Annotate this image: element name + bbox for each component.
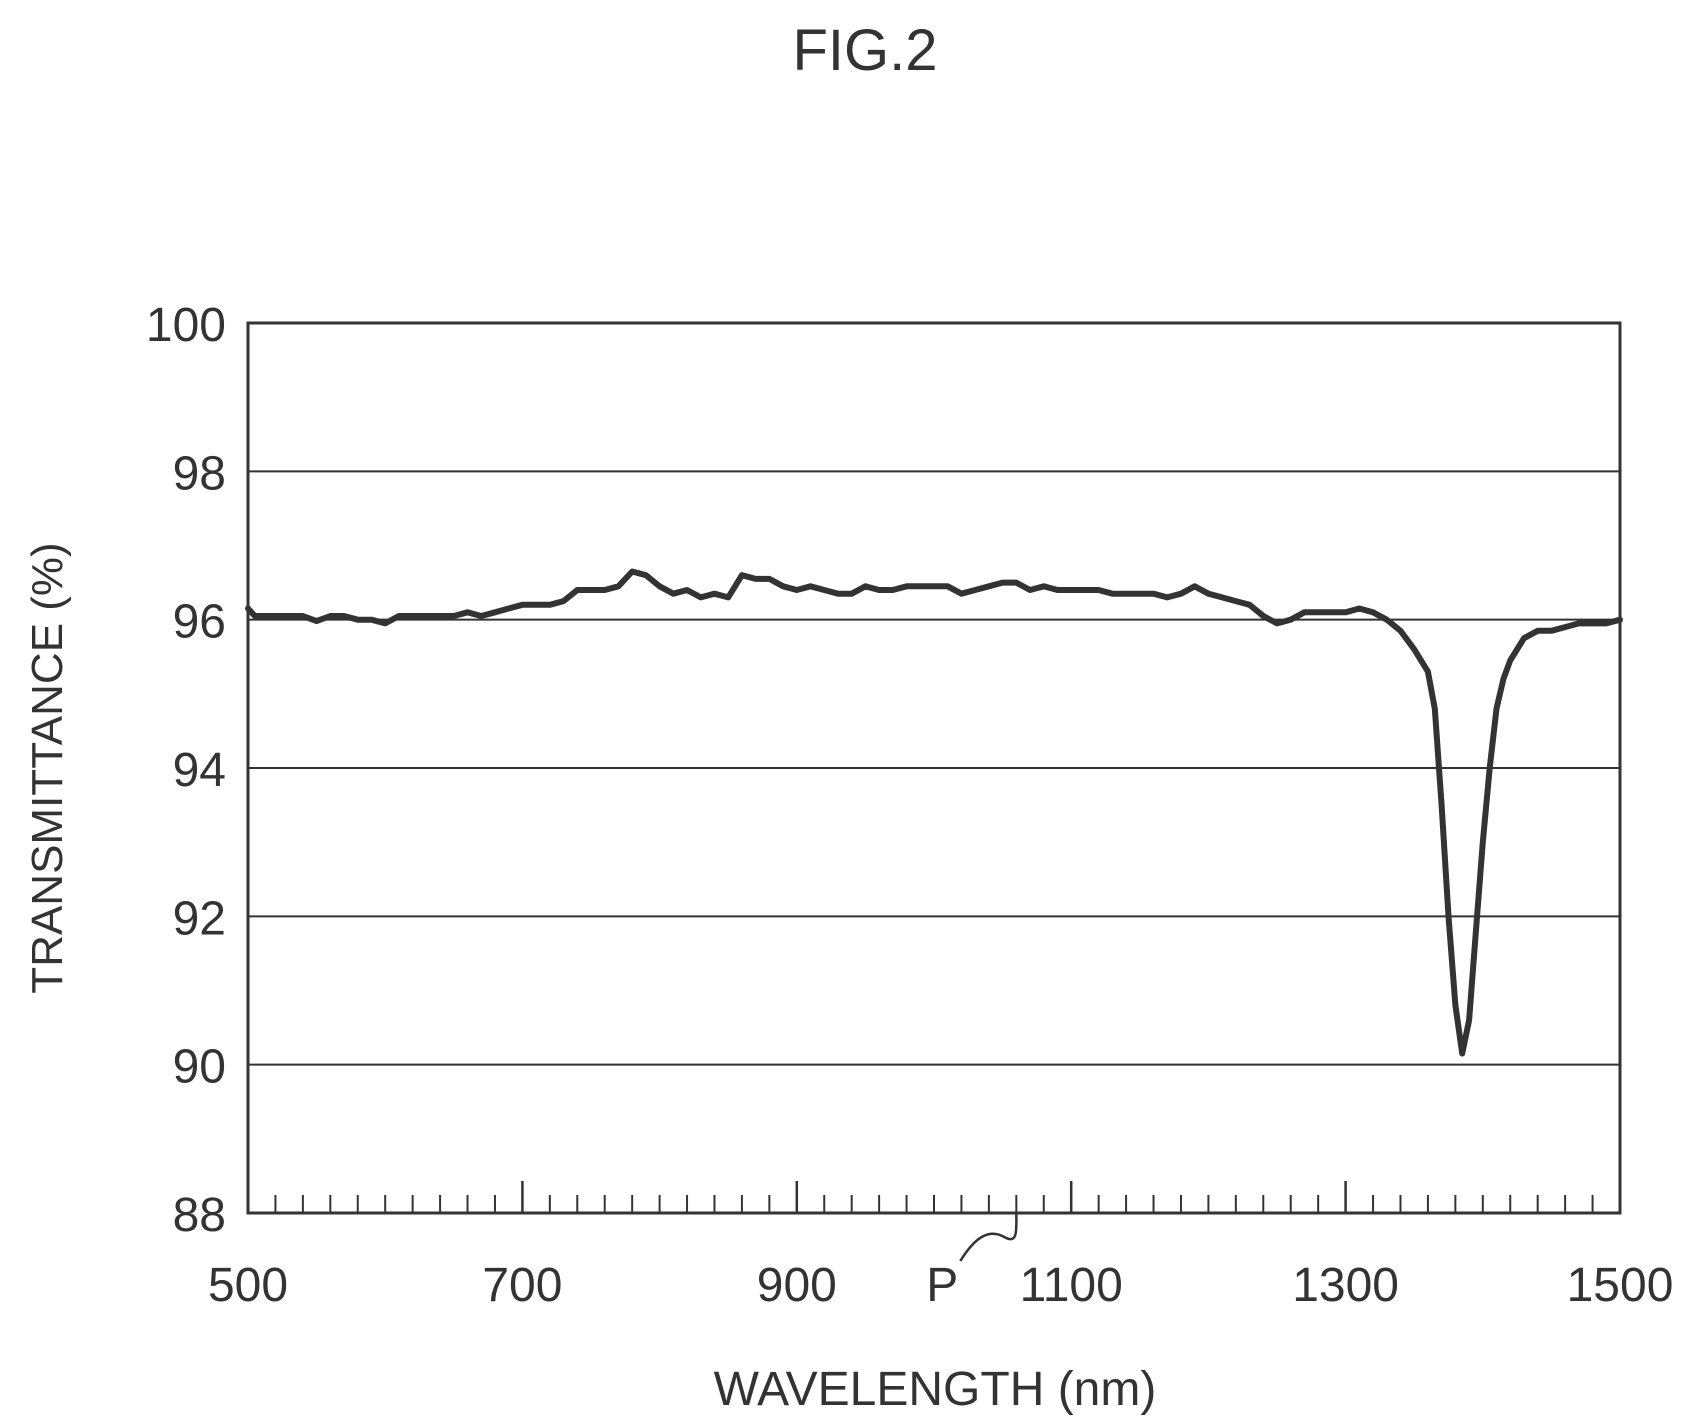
x-minor-ticks xyxy=(246,1181,1622,1213)
annotations: P xyxy=(926,1212,1018,1312)
x-tick-label-1300: 1300 xyxy=(1292,1259,1399,1312)
y-tick-label-94: 94 xyxy=(173,744,226,797)
y-tick-label-100: 100 xyxy=(146,299,226,352)
y-tick-label-90: 90 xyxy=(173,1041,226,1094)
plot-area-border xyxy=(246,321,1622,1215)
y-tick-label-88: 88 xyxy=(173,1189,226,1242)
y-axis-label: TRANSMITTANCE (%) xyxy=(23,542,72,993)
y-tick-label-96: 96 xyxy=(173,596,226,649)
annotation-label-1: P xyxy=(926,1259,958,1312)
y-tick-label-98: 98 xyxy=(173,447,226,500)
y-tick-label-92: 92 xyxy=(173,892,226,945)
series-layer xyxy=(245,568,1623,1057)
tick-labels: 88 90 92 94 96 98 100 500 700 900 1100 1300 1500 xyxy=(146,299,1673,1312)
x-tick-label-1500: 1500 xyxy=(1567,1259,1674,1312)
x-tick-label-900: 900 xyxy=(757,1259,837,1312)
grid-lines xyxy=(248,470,1620,1066)
x-axis-label: WAVELENGTH (nm) xyxy=(714,1363,1157,1416)
series-line-1 xyxy=(245,568,1623,1057)
figure-label: FIG.2 xyxy=(792,18,937,83)
x-tick-label-500: 500 xyxy=(208,1259,288,1312)
annotation-leader-1 xyxy=(959,1212,1018,1262)
x-tick-label-700: 700 xyxy=(482,1259,562,1312)
x-tick-label-1100: 1100 xyxy=(1020,1259,1123,1312)
